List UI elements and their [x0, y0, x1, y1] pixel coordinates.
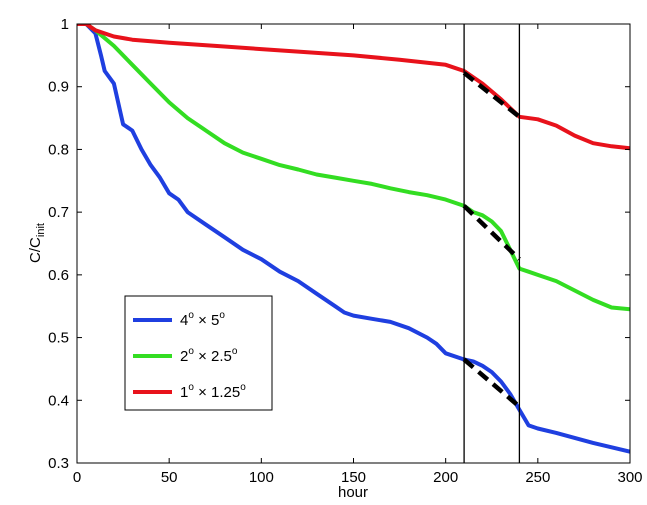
y-tick-label: 0.4	[48, 392, 69, 409]
legend-label-1: 4o × 5o	[180, 310, 225, 329]
legend-label-3: 1o × 1.25o	[180, 382, 246, 401]
x-tick-label: 250	[525, 469, 550, 486]
series-line-2	[77, 24, 630, 312]
series-layer	[77, 24, 630, 454]
y-tick-label: 0.9	[48, 79, 69, 96]
x-tick-label: 100	[249, 469, 274, 486]
x-tick-label: 150	[341, 469, 366, 486]
x-tick-label: 0	[73, 469, 81, 486]
x-axis-title: hour	[338, 484, 368, 501]
x-tick-label: 200	[433, 469, 458, 486]
y-axis-title-subscript: init	[35, 223, 47, 237]
dashed-trend-segments	[462, 71, 521, 409]
legend: 4o × 5o 2o × 2.5o 1o × 1.25o	[124, 295, 273, 411]
y-tick-label: 0.5	[48, 330, 69, 347]
x-tick-label: 50	[161, 469, 178, 486]
series-line-3	[77, 24, 630, 151]
legend-label-2: 2o × 2.5o	[180, 346, 238, 365]
y-tick-label: 0.6	[48, 267, 69, 284]
series-line-1	[77, 24, 630, 454]
dashed-segment-2	[462, 204, 521, 261]
axis-ticks	[76, 23, 631, 464]
dashed-segment-1	[462, 71, 521, 119]
y-tick-labels: 0.3 0.4 0.5 0.6 0.7 0.8 0.9 1	[48, 16, 69, 472]
y-tick-label: 0.7	[48, 204, 69, 221]
reference-lines	[463, 24, 521, 463]
y-tick-label: 0.8	[48, 141, 69, 158]
x-tick-label: 300	[617, 469, 642, 486]
legend-entries: 4o × 5o 2o × 2.5o 1o × 1.25o	[133, 310, 246, 401]
y-tick-label: 1	[61, 16, 69, 33]
y-axis-title-main: C/C	[27, 237, 44, 263]
y-tick-label: 0.3	[48, 455, 69, 472]
x-tick-labels: 0 50 100 150 200 250 300	[73, 469, 643, 486]
y-axis-title: C/Cinit	[27, 223, 47, 263]
dashed-segment-3	[462, 357, 521, 409]
